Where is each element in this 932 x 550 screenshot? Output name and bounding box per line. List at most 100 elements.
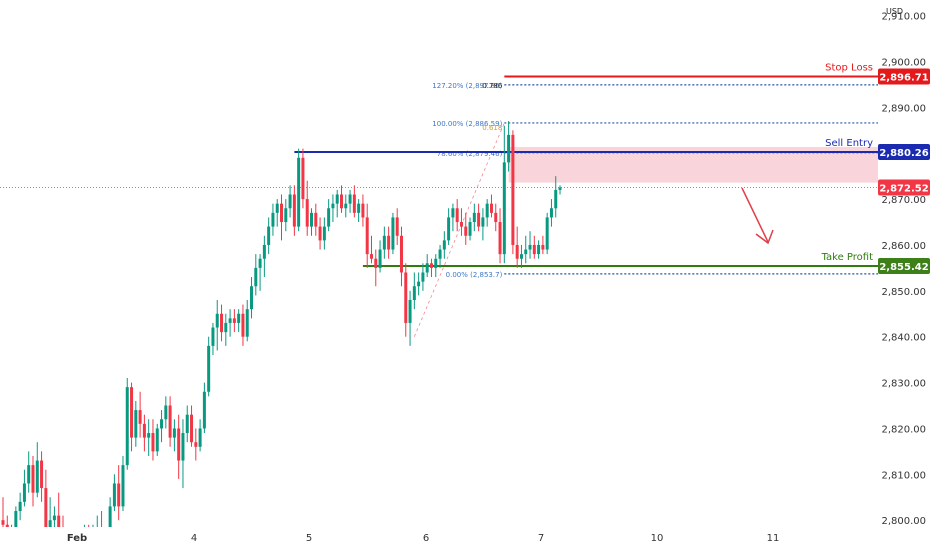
candle[interactable] bbox=[404, 263, 408, 337]
candle[interactable] bbox=[211, 322, 215, 356]
candle[interactable] bbox=[241, 304, 245, 346]
candle[interactable] bbox=[459, 208, 463, 236]
candle[interactable] bbox=[352, 185, 356, 218]
candle[interactable] bbox=[245, 300, 249, 342]
candle[interactable] bbox=[549, 199, 553, 227]
candle[interactable] bbox=[292, 185, 296, 236]
candle[interactable] bbox=[391, 212, 395, 255]
candle[interactable] bbox=[421, 263, 425, 291]
candle[interactable] bbox=[545, 212, 549, 255]
candle[interactable] bbox=[511, 130, 515, 255]
candle[interactable] bbox=[519, 244, 523, 268]
candle[interactable] bbox=[310, 208, 314, 236]
candle[interactable] bbox=[31, 455, 35, 507]
candle[interactable] bbox=[224, 313, 228, 346]
candle[interactable] bbox=[271, 203, 275, 236]
candle[interactable] bbox=[220, 304, 224, 342]
candle[interactable] bbox=[481, 208, 485, 241]
candle[interactable] bbox=[537, 240, 541, 259]
candle[interactable] bbox=[361, 194, 365, 227]
candle[interactable] bbox=[442, 231, 446, 259]
candle[interactable] bbox=[382, 226, 386, 259]
candle[interactable] bbox=[151, 419, 155, 461]
candle[interactable] bbox=[207, 336, 211, 397]
candle[interactable] bbox=[301, 148, 305, 209]
candle[interactable] bbox=[357, 199, 361, 223]
candle[interactable] bbox=[340, 185, 343, 213]
candle[interactable] bbox=[429, 258, 433, 278]
candle[interactable] bbox=[532, 235, 536, 259]
candle[interactable] bbox=[284, 199, 288, 232]
candle[interactable] bbox=[515, 226, 519, 268]
candle[interactable] bbox=[280, 194, 284, 241]
candle[interactable] bbox=[155, 423, 159, 456]
candle[interactable] bbox=[417, 272, 421, 296]
candle[interactable] bbox=[507, 121, 511, 172]
candle[interactable] bbox=[331, 194, 335, 223]
candle[interactable] bbox=[348, 189, 352, 213]
candle[interactable] bbox=[318, 217, 322, 250]
candle[interactable] bbox=[322, 217, 326, 250]
candle[interactable] bbox=[27, 451, 31, 493]
candle[interactable] bbox=[425, 254, 429, 278]
candle[interactable] bbox=[387, 226, 391, 259]
candle[interactable] bbox=[335, 189, 339, 218]
candle[interactable] bbox=[181, 419, 185, 489]
candle[interactable] bbox=[327, 199, 331, 232]
candle[interactable] bbox=[451, 203, 455, 232]
candle[interactable] bbox=[554, 176, 558, 218]
candle[interactable] bbox=[558, 185, 562, 195]
candle[interactable] bbox=[288, 185, 292, 218]
candle[interactable] bbox=[267, 217, 271, 255]
candle[interactable] bbox=[395, 208, 399, 245]
candle[interactable] bbox=[258, 254, 262, 291]
candle[interactable] bbox=[138, 391, 142, 438]
candle[interactable] bbox=[434, 254, 438, 278]
candle[interactable] bbox=[447, 208, 451, 245]
candle[interactable] bbox=[374, 249, 378, 287]
candle[interactable] bbox=[168, 396, 172, 447]
candle[interactable] bbox=[468, 217, 472, 241]
candle[interactable] bbox=[40, 451, 44, 502]
candle[interactable] bbox=[237, 309, 241, 333]
candle[interactable] bbox=[160, 410, 164, 443]
candle[interactable] bbox=[502, 125, 506, 264]
candle[interactable] bbox=[464, 212, 468, 245]
candle[interactable] bbox=[172, 419, 176, 452]
candle[interactable] bbox=[344, 194, 348, 218]
candle[interactable] bbox=[524, 235, 528, 264]
candle[interactable] bbox=[472, 203, 476, 232]
candle[interactable] bbox=[185, 405, 189, 443]
candle[interactable] bbox=[134, 400, 138, 447]
candle[interactable] bbox=[408, 290, 412, 346]
candle[interactable] bbox=[121, 455, 125, 512]
candle[interactable] bbox=[142, 414, 146, 452]
candle[interactable] bbox=[254, 254, 258, 296]
candles-layer[interactable] bbox=[1, 121, 562, 550]
candle[interactable] bbox=[305, 180, 309, 236]
candle[interactable] bbox=[164, 396, 168, 429]
candle[interactable] bbox=[190, 405, 194, 447]
candle[interactable] bbox=[455, 199, 459, 232]
candle[interactable] bbox=[18, 492, 22, 521]
candle[interactable] bbox=[228, 309, 232, 337]
candle[interactable] bbox=[541, 235, 545, 255]
candle[interactable] bbox=[262, 235, 266, 278]
candle[interactable] bbox=[369, 235, 373, 264]
candle[interactable] bbox=[297, 148, 301, 232]
candle[interactable] bbox=[35, 442, 39, 498]
candle[interactable] bbox=[528, 231, 532, 259]
candle[interactable] bbox=[125, 377, 129, 470]
candle[interactable] bbox=[130, 382, 134, 452]
candle[interactable] bbox=[147, 419, 151, 456]
candle[interactable] bbox=[194, 428, 198, 461]
candle[interactable] bbox=[412, 272, 416, 310]
candle[interactable] bbox=[494, 203, 498, 232]
candle[interactable] bbox=[399, 226, 403, 287]
candle[interactable] bbox=[215, 300, 219, 351]
candle[interactable] bbox=[378, 240, 382, 273]
candle[interactable] bbox=[498, 208, 502, 264]
candle[interactable] bbox=[232, 309, 236, 333]
candle[interactable] bbox=[177, 414, 181, 479]
candle[interactable] bbox=[365, 203, 369, 268]
